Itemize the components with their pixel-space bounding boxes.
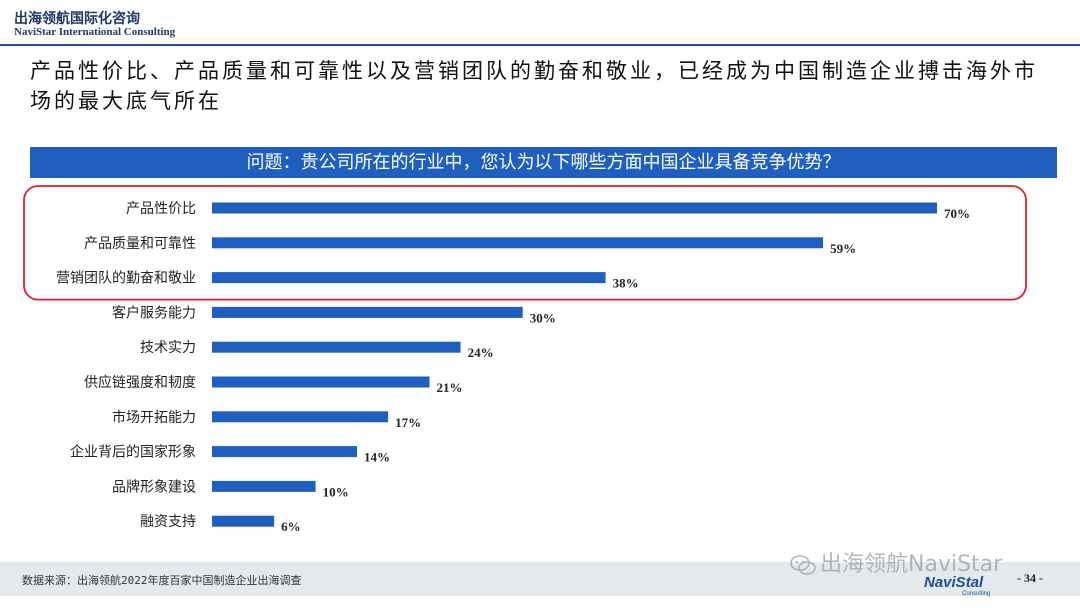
footer-bar <box>0 562 1080 596</box>
wechat-icon <box>790 555 816 575</box>
bar <box>212 376 430 388</box>
category-label: 产品质量和可靠性 <box>84 236 196 252</box>
category-label: 产品性价比 <box>126 201 196 217</box>
bar <box>212 202 937 214</box>
category-label: 供应链强度和韧度 <box>84 374 196 391</box>
bar <box>212 480 316 492</box>
category-label: 品牌形象建设 <box>112 478 196 495</box>
brand-name-cn: 出海领航国际化咨询 <box>14 11 140 27</box>
bar <box>212 341 461 353</box>
value-label: 6% <box>281 519 301 534</box>
bar <box>212 272 606 284</box>
navistar-logo: NaviStal Consulting <box>924 566 996 600</box>
category-label: 技术实力 <box>140 340 196 356</box>
value-label: 30% <box>530 310 556 325</box>
header-divider <box>0 44 1080 46</box>
category-label: 营销团队的勤奋和敬业 <box>56 271 196 287</box>
bar <box>212 237 824 249</box>
category-label: 市场开拓能力 <box>112 409 196 426</box>
bar-chart: 产品性价比 70% 产品质量和可靠性 59% 营销团队的勤奋和敬业 38% 客户服务能力 30… <box>23 185 1027 534</box>
data-source: 数据来源：出海领航2022年度百家中国制造企业出海调查 <box>22 574 302 587</box>
category-label: 企业背后的国家形象 <box>70 444 196 461</box>
value-label: 59% <box>830 241 856 256</box>
page-number: - 34 - <box>1017 571 1043 585</box>
value-label: 10% <box>323 484 349 499</box>
question-banner: 问题：贵公司所在的行业中，您认为以下哪些方面中国企业具备竞争优势？ <box>30 147 1057 178</box>
category-label: 融资支持 <box>140 514 196 530</box>
brand-name-en: NaviStar International Consulting <box>14 26 176 38</box>
wechat-watermark: 出海领航NaviStar <box>790 546 1002 578</box>
bar <box>212 411 389 423</box>
logo-name: NaviStal <box>924 574 984 591</box>
logo-subtitle: Consulting <box>962 591 991 597</box>
highlight-frame <box>23 185 1027 301</box>
page-headline: 产品性价比、产品质量和可靠性以及营销团队的勤奋和敬业，已经成为中国制造企业搏击海… <box>30 59 1038 113</box>
bar <box>212 446 357 458</box>
watermark-text: 出海领航NaviStar <box>820 552 1003 577</box>
value-label: 21% <box>437 380 463 395</box>
bar <box>212 515 275 527</box>
category-label: 客户服务能力 <box>112 304 196 321</box>
bar <box>212 306 523 318</box>
value-label: 17% <box>395 415 421 430</box>
value-label: 14% <box>364 450 390 465</box>
value-label: 38% <box>613 276 639 291</box>
value-label: 24% <box>468 345 494 360</box>
value-label: 70% <box>944 206 970 221</box>
